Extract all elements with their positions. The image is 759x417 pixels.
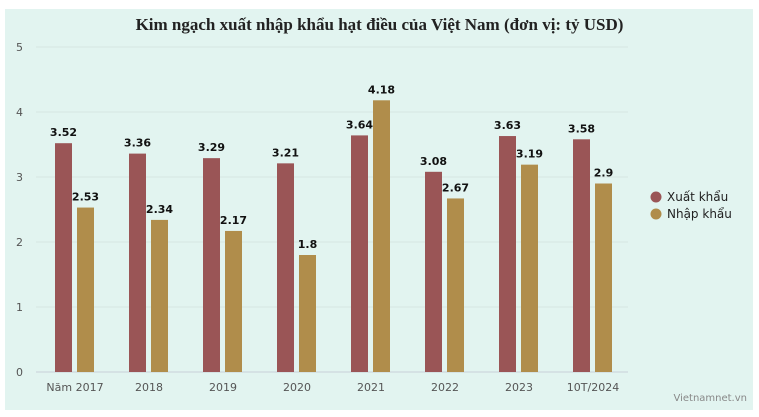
data-label: 2.67 bbox=[442, 181, 469, 194]
data-label: 3.64 bbox=[346, 118, 373, 131]
x-tick-label: 2019 bbox=[209, 381, 237, 394]
legend-marker bbox=[650, 208, 662, 220]
data-label: 2.34 bbox=[146, 203, 173, 216]
bar-export bbox=[351, 135, 368, 372]
bar-export bbox=[499, 136, 516, 372]
bar-import bbox=[521, 164, 538, 372]
data-label: 1.8 bbox=[298, 238, 318, 251]
y-tick-label: 4 bbox=[16, 106, 23, 119]
bar-import bbox=[373, 100, 390, 373]
data-label: 3.63 bbox=[494, 119, 521, 132]
bar-export bbox=[129, 153, 146, 372]
data-label: 3.08 bbox=[420, 155, 447, 168]
bar-import bbox=[447, 198, 464, 372]
bar-export bbox=[573, 139, 590, 372]
y-tick-label: 3 bbox=[16, 171, 23, 184]
bar-import bbox=[151, 219, 168, 372]
x-tick-label: 2023 bbox=[505, 381, 533, 394]
data-label: 3.58 bbox=[568, 122, 595, 135]
bar-import bbox=[225, 230, 242, 372]
data-label: 3.21 bbox=[272, 146, 299, 159]
data-label: 2.53 bbox=[72, 191, 99, 204]
source-credit: Vietnamnet.vn bbox=[673, 393, 747, 404]
x-tick-label: 10T/2024 bbox=[567, 381, 619, 394]
x-tick-label: 2020 bbox=[283, 381, 311, 394]
bar-export bbox=[55, 143, 72, 372]
y-tick-label: 1 bbox=[16, 301, 23, 314]
data-label: 3.52 bbox=[50, 126, 77, 139]
bar-import bbox=[299, 255, 316, 372]
data-label: 3.29 bbox=[198, 141, 225, 154]
bar-import bbox=[595, 183, 612, 372]
data-label: 2.9 bbox=[594, 167, 614, 180]
y-tick-label: 5 bbox=[16, 41, 23, 54]
data-label: 3.19 bbox=[516, 148, 543, 161]
bar-export bbox=[277, 163, 294, 372]
bar-export bbox=[203, 158, 220, 372]
x-tick-label: 2022 bbox=[431, 381, 459, 394]
bar-export bbox=[425, 171, 442, 372]
bar-import bbox=[77, 207, 94, 372]
y-tick-label: 2 bbox=[16, 236, 23, 249]
legend-marker bbox=[650, 191, 662, 203]
data-label: 3.36 bbox=[124, 137, 151, 150]
legend-label: Nhập khẩu bbox=[667, 207, 732, 221]
data-label: 4.18 bbox=[368, 83, 395, 96]
x-tick-label: Năm 2017 bbox=[46, 381, 103, 394]
y-tick-label: 0 bbox=[16, 366, 23, 379]
data-label: 2.17 bbox=[220, 214, 247, 227]
x-tick-label: 2021 bbox=[357, 381, 385, 394]
legend-label: Xuất khẩu bbox=[667, 190, 728, 204]
x-tick-label: 2018 bbox=[135, 381, 163, 394]
chart-title: Kim ngạch xuất nhập khẩu hạt điều của Vi… bbox=[135, 15, 624, 34]
